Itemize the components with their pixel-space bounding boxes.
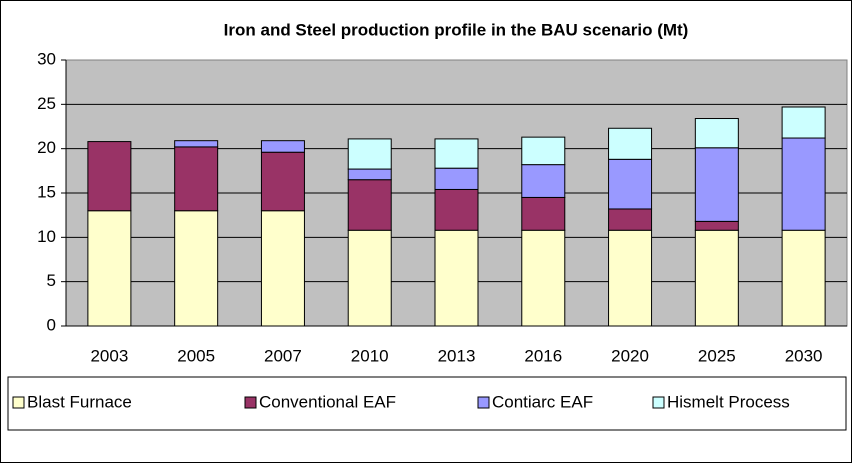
bar-segment <box>608 229 653 327</box>
bar-segment <box>521 164 566 198</box>
bar-segment <box>781 137 826 231</box>
bar-segment <box>694 118 739 149</box>
bar-segment <box>608 127 653 160</box>
bar-segment <box>434 167 479 190</box>
bar-segment <box>87 210 132 327</box>
bar-segment <box>434 188 479 231</box>
x-tick-label: 2020 <box>611 346 649 365</box>
y-tick-label: 15 <box>37 182 56 201</box>
y-tick-label: 30 <box>37 49 56 68</box>
bar-segment <box>260 210 305 327</box>
legend-swatch <box>652 396 665 409</box>
bar-segment <box>87 141 132 212</box>
legend-label: Conventional EAF <box>259 392 396 411</box>
legend-label: Blast Furnace <box>27 392 132 411</box>
legend-label: Hismelt Process <box>667 392 790 411</box>
bar-segment <box>521 136 566 166</box>
bar-segment <box>347 138 392 170</box>
legend-swatch <box>477 396 490 409</box>
bar-segment <box>174 140 219 148</box>
x-tick-label: 2013 <box>438 346 476 365</box>
x-tick-label: 2005 <box>177 346 215 365</box>
chart-title: Iron and Steel production profile in the… <box>224 20 689 39</box>
bar-segment <box>781 106 826 139</box>
x-tick-label: 2016 <box>524 346 562 365</box>
bar-segment <box>434 229 479 327</box>
x-tick-label: 2025 <box>698 346 736 365</box>
bar-segment <box>694 229 739 327</box>
bar-segment <box>347 168 392 181</box>
bar-segment <box>174 146 219 212</box>
y-tick-label: 10 <box>37 227 56 246</box>
bar-segment <box>347 229 392 327</box>
x-tick-label: 2007 <box>264 346 302 365</box>
bar-segment <box>781 229 826 327</box>
bar-segment <box>694 220 739 231</box>
x-tick-label: 2010 <box>351 346 389 365</box>
bar-segment <box>260 151 305 212</box>
bar-segment <box>174 210 219 327</box>
legend-label: Contiarc EAF <box>492 392 593 411</box>
bar-segment <box>608 208 653 231</box>
y-tick-label: 5 <box>47 271 56 290</box>
legend-swatch <box>12 396 25 409</box>
bar-segment <box>260 140 305 153</box>
bar-segment <box>521 196 566 231</box>
y-tick-label: 20 <box>37 138 56 157</box>
bar-segment <box>608 158 653 210</box>
bar-segment <box>347 179 392 231</box>
x-tick-label: 2003 <box>90 346 128 365</box>
y-tick-label: 25 <box>37 94 56 113</box>
bar-segment <box>694 147 739 222</box>
legend-swatch <box>244 396 257 409</box>
bar-segment <box>521 229 566 327</box>
legend <box>7 376 847 431</box>
y-tick-label: 0 <box>47 315 56 334</box>
bar-segment <box>434 138 479 169</box>
x-tick-label: 2030 <box>785 346 823 365</box>
